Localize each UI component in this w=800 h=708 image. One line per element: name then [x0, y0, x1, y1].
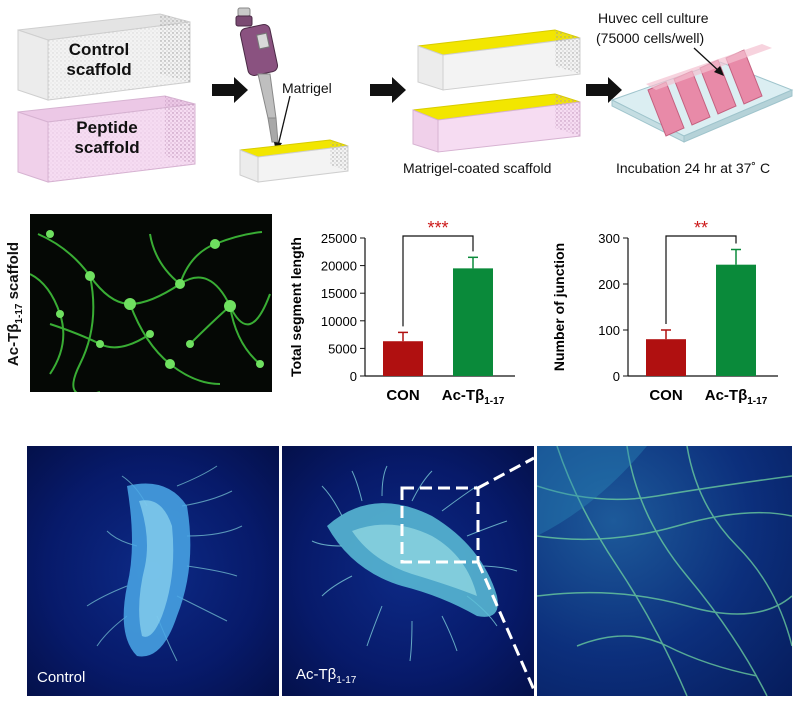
culture-plate	[610, 44, 794, 143]
arrow-right-icon	[586, 77, 622, 103]
y-axis-label: Total segment length	[288, 237, 304, 377]
bar-1	[453, 268, 493, 376]
zoomed-sprouts-image	[537, 446, 792, 696]
workflow-diagram	[17, 7, 794, 183]
y-tick-label: 0	[350, 369, 357, 384]
pipette-icon	[235, 7, 279, 143]
matrigel-pointer	[277, 95, 291, 147]
x-tick-sub: 1-17	[747, 396, 767, 407]
arrow-right-icon	[212, 77, 248, 103]
significance-marker: ***	[427, 218, 448, 238]
x-tick-main: Ac-Tβ	[442, 387, 485, 404]
zoom-region-box	[400, 486, 480, 564]
y-tick-label: 100	[598, 323, 620, 338]
side-label-suffix: scaffold	[5, 241, 22, 304]
treated-scaffold-image	[311, 456, 534, 691]
treated-fluorescence-panel: Ac-Tβ1-17	[282, 446, 534, 696]
control-panel-label: Control	[37, 669, 86, 686]
bar-1	[716, 264, 756, 376]
junction-chart: Number of junction 0 100 200 300 CON Ac-Tβ1-17…	[551, 218, 778, 407]
control-fluorescence-panel: Control	[27, 446, 279, 696]
treated-panel-label: Ac-Tβ1-17	[296, 666, 356, 686]
segment-length-chart: Total segment length 0 5000 10000 15000 20000…	[288, 218, 515, 407]
y-tick-label: 5000	[328, 341, 357, 356]
zoom-connector-top	[477, 456, 534, 490]
culture-label-line1: Huvec cell culture	[598, 10, 709, 26]
y-tick-label: 200	[598, 277, 620, 292]
x-tick-label-0: CON	[649, 387, 682, 404]
x-tick-main: Ac-Tβ	[705, 387, 748, 404]
peptide-scaffold-label: Peptide scaffold	[74, 118, 140, 157]
side-label-sub: 1-17	[14, 303, 25, 324]
micrograph-side-label: Ac-Tβ1-17 scaffold	[4, 216, 26, 392]
y-tick-label: 10000	[321, 314, 357, 329]
x-tick-sub: 1-17	[484, 396, 504, 407]
x-tick-label-1: Ac-Tβ1-17	[705, 387, 768, 407]
significance-bracket	[402, 235, 474, 327]
side-label-main: Ac-Tβ	[5, 323, 22, 367]
coated-control-block	[417, 29, 581, 91]
y-tick-label: 300	[598, 231, 620, 246]
incubation-label: Incubation 24 hr at 37˚ C	[616, 160, 771, 176]
significance-bracket	[665, 235, 737, 324]
y-tick-label: 25000	[321, 231, 357, 246]
coated-block-small	[239, 139, 349, 183]
culture-pointer	[693, 47, 721, 73]
y-axis-label: Number of junction	[551, 243, 567, 371]
significance-marker: **	[694, 218, 708, 238]
treated-label-main: Ac-Tβ	[296, 666, 337, 683]
peptide-scaffold-block	[17, 95, 196, 183]
x-tick-label-1: Ac-Tβ1-17	[442, 387, 505, 407]
network-micrograph	[30, 214, 272, 392]
control-scaffold-image	[86, 465, 243, 662]
zoom-connector-bottom	[476, 561, 534, 691]
control-scaffold-label: Control scaffold	[66, 40, 132, 79]
coated-peptide-block	[412, 93, 581, 153]
bar-0	[646, 339, 686, 376]
bar-0	[383, 341, 423, 376]
zoomed-fluorescence-panel	[537, 446, 792, 696]
y-tick-label: 20000	[321, 259, 357, 274]
matrigel-label: Matrigel	[282, 80, 332, 96]
y-tick-label: 15000	[321, 286, 357, 301]
coated-scaffold-label: Matrigel-coated scaffold	[403, 160, 552, 176]
control-scaffold-block	[17, 13, 191, 101]
y-tick-label: 0	[613, 369, 620, 384]
x-tick-label-0: CON	[386, 387, 419, 404]
culture-label-line2: (75000 cells/well)	[596, 30, 705, 46]
treated-label-sub: 1-17	[336, 675, 357, 686]
arrow-right-icon	[370, 77, 406, 103]
